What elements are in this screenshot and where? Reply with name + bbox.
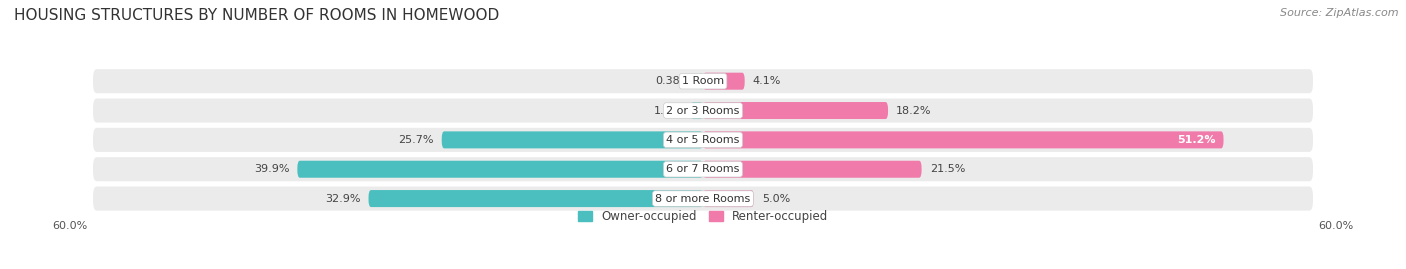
FancyBboxPatch shape [690,102,703,119]
Text: 1.2%: 1.2% [654,105,683,115]
Text: 60.0%: 60.0% [1319,221,1354,231]
FancyBboxPatch shape [297,161,703,178]
FancyBboxPatch shape [93,186,1313,211]
Text: 32.9%: 32.9% [325,194,360,204]
Text: 51.2%: 51.2% [1177,135,1215,145]
FancyBboxPatch shape [93,98,1313,123]
Text: 60.0%: 60.0% [52,221,87,231]
Legend: Owner-occupied, Renter-occupied: Owner-occupied, Renter-occupied [578,210,828,223]
Text: 2 or 3 Rooms: 2 or 3 Rooms [666,105,740,115]
FancyBboxPatch shape [703,102,889,119]
Text: 1 Room: 1 Room [682,76,724,86]
Text: 6 or 7 Rooms: 6 or 7 Rooms [666,164,740,174]
FancyBboxPatch shape [368,190,703,207]
Text: 5.0%: 5.0% [762,194,790,204]
FancyBboxPatch shape [703,190,754,207]
Text: 25.7%: 25.7% [398,135,433,145]
FancyBboxPatch shape [699,73,703,90]
FancyBboxPatch shape [703,131,1223,148]
Text: 8 or more Rooms: 8 or more Rooms [655,194,751,204]
Text: 18.2%: 18.2% [896,105,932,115]
Text: 4.1%: 4.1% [752,76,782,86]
FancyBboxPatch shape [703,73,745,90]
Text: 21.5%: 21.5% [929,164,965,174]
Text: 4 or 5 Rooms: 4 or 5 Rooms [666,135,740,145]
Text: 0.38%: 0.38% [655,76,690,86]
Text: 39.9%: 39.9% [253,164,290,174]
Text: Source: ZipAtlas.com: Source: ZipAtlas.com [1281,8,1399,18]
Text: HOUSING STRUCTURES BY NUMBER OF ROOMS IN HOMEWOOD: HOUSING STRUCTURES BY NUMBER OF ROOMS IN… [14,8,499,23]
FancyBboxPatch shape [703,161,921,178]
FancyBboxPatch shape [93,157,1313,181]
FancyBboxPatch shape [93,128,1313,152]
FancyBboxPatch shape [93,69,1313,93]
FancyBboxPatch shape [441,131,703,148]
